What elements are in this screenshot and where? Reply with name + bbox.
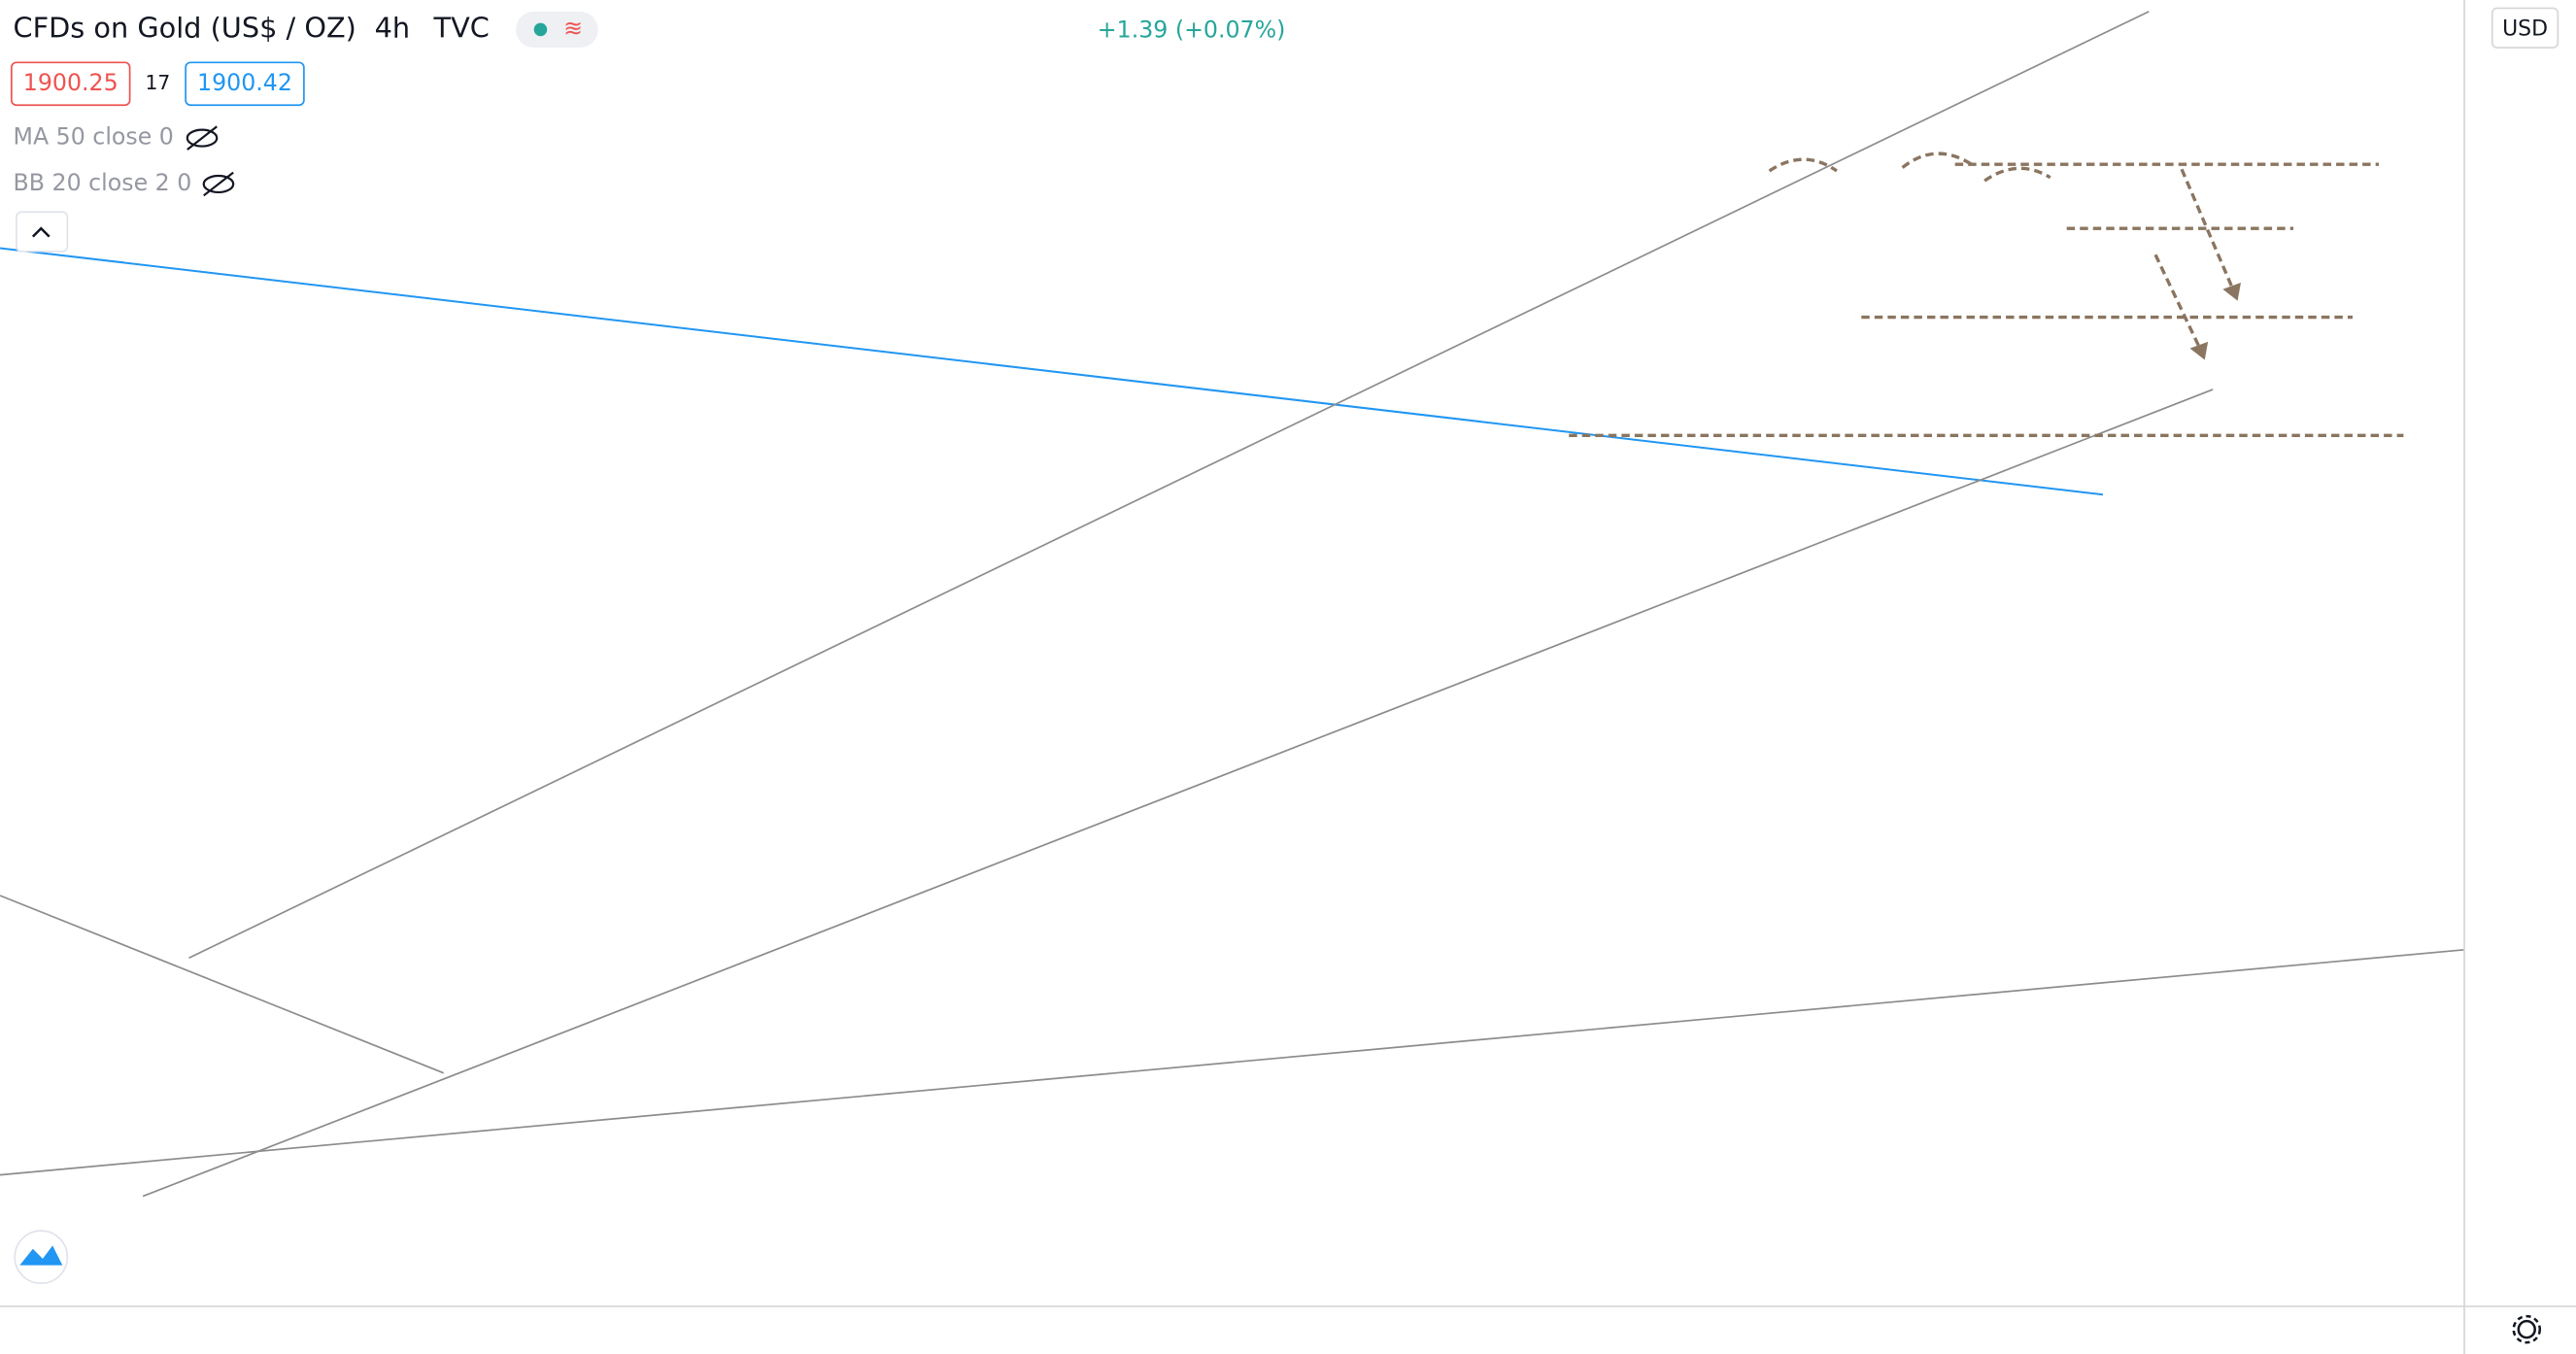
hidden-eye — [186, 125, 218, 151]
status-icon: ≋ — [563, 15, 583, 42]
collapse-button[interactable] — [16, 211, 69, 253]
channel-upper — [188, 11, 2150, 960]
spread: 17 — [145, 71, 170, 94]
logo-icon — [19, 1245, 63, 1266]
currency-box[interactable] — [2491, 7, 2559, 49]
arrow-head — [2222, 282, 2241, 301]
indicator: MA 50 close 0 — [14, 123, 174, 151]
collapse-icon — [31, 226, 51, 238]
settings-icon[interactable] — [2512, 1314, 2542, 1344]
arrow — [2153, 254, 2203, 353]
trend-line — [0, 895, 444, 1074]
bid: 1900.25 — [23, 69, 119, 96]
symbol-title: CFDs on Gold (US$ / OZ) — [14, 11, 356, 44]
arrow-head — [2189, 341, 2209, 360]
change: +1.39 (+0.07%) — [1098, 17, 1286, 44]
trend-line — [0, 948, 2465, 1176]
status-pill — [516, 11, 598, 49]
hidden-eye — [203, 171, 234, 197]
indicator: BB 20 close 2 0 — [14, 169, 192, 196]
trend-line — [0, 247, 2104, 496]
gear — [2517, 1319, 2536, 1339]
interval[interactable]: 4h — [375, 11, 411, 44]
gear — [2512, 1314, 2542, 1344]
arrow — [2180, 168, 2236, 293]
peak-arc — [1983, 166, 2051, 183]
logo[interactable] — [14, 1230, 69, 1285]
peak-arc — [1901, 152, 1973, 169]
ask-box[interactable] — [185, 61, 305, 107]
hidden-eye[interactable] — [202, 174, 235, 194]
channel-lower — [142, 389, 2214, 1198]
drawings — [0, 11, 2465, 1198]
peak-arc — [1768, 157, 1838, 173]
hidden-eye[interactable] — [186, 128, 219, 148]
ask: 1900.42 — [197, 69, 292, 96]
currency: USD — [2502, 17, 2548, 41]
status-dot — [533, 22, 548, 37]
source: TVC — [433, 11, 490, 44]
bid-box[interactable] — [10, 61, 131, 107]
